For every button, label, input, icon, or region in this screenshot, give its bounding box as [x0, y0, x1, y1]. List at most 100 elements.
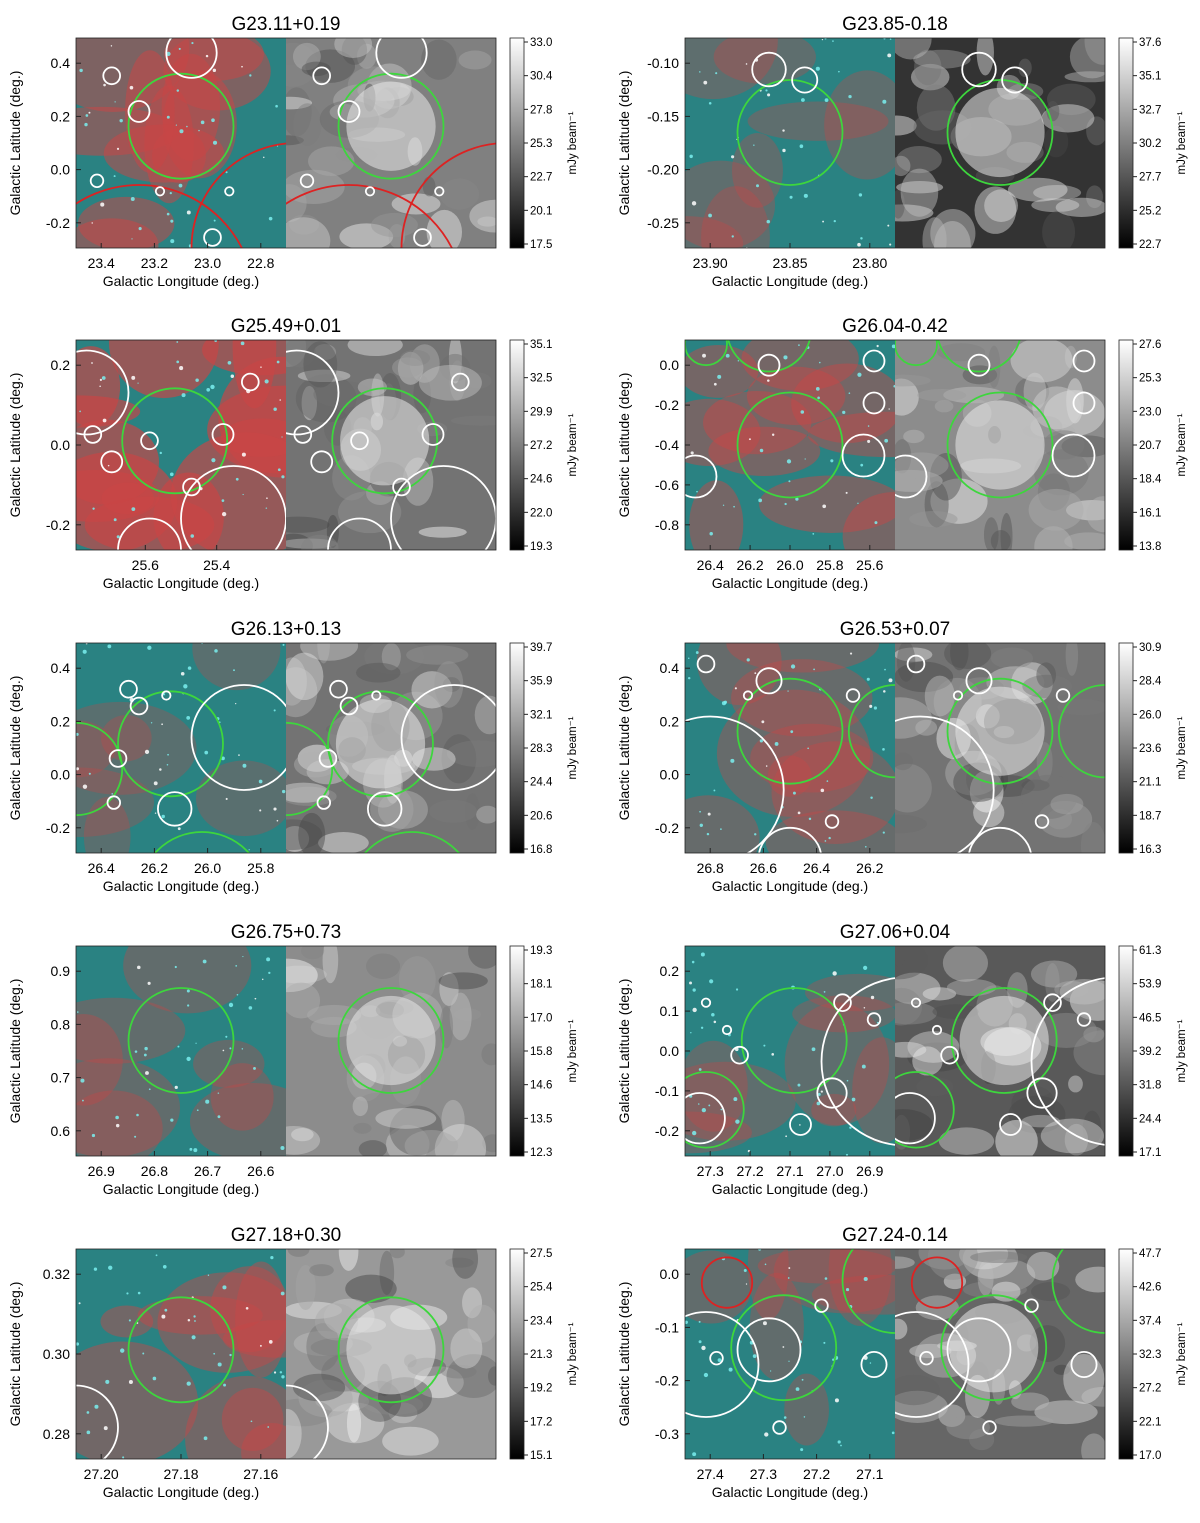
x-tick-label: 26.6 [750, 860, 777, 876]
candidate-circle [895, 340, 938, 367]
x-axis-label: Galactic Longitude (deg.) [712, 1484, 868, 1500]
candidate-circle [937, 340, 1021, 373]
y-tick-label: -0.2 [655, 397, 679, 413]
colorbar-tick-label: 21.1 [1139, 777, 1161, 789]
colorbar-tick-label: 29.9 [530, 406, 552, 418]
candidate-circle [1051, 1249, 1105, 1334]
colorbar-tick-label: 22.1 [1139, 1416, 1161, 1428]
colorbar [1118, 1248, 1134, 1460]
hii-region-circle [224, 186, 235, 197]
candidate-circle [736, 677, 844, 785]
radio-image [286, 340, 496, 550]
panel-title: G23.11+0.19 [232, 14, 341, 35]
candidate-circle [121, 387, 229, 495]
hii-region-circle [318, 749, 338, 768]
y-axis-label: Galactic Latitude (deg.) [7, 676, 23, 821]
y-tick-label: 0.2 [660, 963, 680, 979]
rgb-image [76, 946, 286, 1156]
y-axis-label: Galactic Latitude (deg.) [616, 373, 632, 518]
y-tick-label: 0.4 [660, 660, 680, 676]
colorbar-tick-label: 30.4 [530, 71, 553, 83]
y-tick-label: -0.3 [655, 1426, 679, 1442]
y-tick-label: 0.9 [51, 963, 71, 979]
x-tick-label: 27.18 [163, 1466, 198, 1482]
hii-region-circle [211, 423, 235, 446]
x-tick-label: 26.9 [88, 1163, 115, 1179]
hii-region-circle [1055, 688, 1071, 703]
hii-region-circle [286, 1384, 329, 1459]
y-tick-label: 0.0 [660, 1043, 680, 1059]
hii-region-circle [117, 517, 182, 550]
colorbar-tick-label: 22.0 [530, 507, 552, 519]
hii-region-circle [736, 1317, 802, 1383]
candidate-circle [337, 72, 445, 180]
hii-region-circle [696, 654, 716, 674]
rgb-image [76, 38, 286, 248]
colorbar-tick-label: 27.2 [1139, 1383, 1161, 1395]
y-tick-label: 0.2 [51, 108, 71, 124]
x-tick-label: 23.4 [88, 255, 115, 271]
hii-region-circle [1030, 977, 1105, 1146]
colorbar [1118, 945, 1134, 1157]
hii-region-circle [1026, 1077, 1058, 1109]
y-tick-label: 0.4 [51, 55, 71, 71]
hii-region-circle [89, 173, 105, 189]
hii-region-circle [789, 1113, 812, 1136]
hii-region-circle [350, 431, 369, 451]
colorbar-tick-label: 17.1 [1139, 1147, 1161, 1159]
y-tick-label: 0.7 [51, 1070, 71, 1086]
y-tick-label: -0.1 [655, 1083, 679, 1099]
colorbar-tick-label: 42.6 [1139, 1282, 1161, 1294]
colorbar-tick-label: 25.2 [1139, 205, 1161, 217]
colorbar-tick-label: 19.3 [530, 945, 552, 957]
x-tick-label: 26.2 [141, 860, 168, 876]
panel-title: G25.49+0.01 [231, 316, 341, 337]
colorbar-tick-label: 21.3 [530, 1349, 552, 1361]
candidate-circle [946, 391, 1054, 499]
colorbar-tick-label: 19.3 [530, 541, 552, 553]
panel-title: G27.06+0.04 [840, 922, 951, 943]
colorbar [509, 37, 525, 249]
panel-title: G26.75+0.73 [231, 922, 341, 943]
hii-region-circle [910, 997, 922, 1008]
colorbar-tick-label: 27.6 [1139, 339, 1161, 351]
panel-title: G26.13+0.13 [231, 619, 341, 640]
colorbar [509, 642, 525, 854]
colorbar-tick-label: 30.2 [1139, 138, 1161, 150]
colorbar-tick-label: 35.9 [530, 676, 552, 688]
colorbar-tick-label: 27.2 [530, 440, 552, 452]
x-tick-label: 26.4 [803, 860, 830, 876]
hii-region-circle [450, 372, 470, 392]
colorbar-tick-label: 32.1 [530, 709, 552, 721]
hii-region-circle [1001, 66, 1029, 94]
hii-region-circle [931, 1024, 943, 1036]
hii-region-circle [413, 228, 432, 247]
colorbar-unit: mJy beam⁻¹ [567, 111, 579, 174]
hii-region-circle [1072, 349, 1096, 373]
x-tick-label: 27.3 [697, 1163, 724, 1179]
candidate-circle [286, 721, 334, 817]
colorbar-tick-label: 27.5 [530, 1248, 552, 1260]
x-tick-label: 23.0 [194, 255, 221, 271]
candidate-circle [946, 79, 1054, 186]
y-tick-label: 0.4 [51, 660, 71, 676]
x-tick-label: 23.2 [141, 255, 168, 271]
hii-region-circle [968, 826, 1032, 853]
x-tick-label: 27.16 [243, 1466, 278, 1482]
y-tick-label: 0.0 [51, 437, 71, 453]
hii-region-circle [940, 1045, 959, 1065]
y-tick-label: 0.2 [51, 713, 71, 729]
snr-circle [286, 184, 453, 248]
y-axis-label: Galactic Latitude (deg.) [616, 71, 632, 216]
x-axis-label: Galactic Longitude (deg.) [103, 1181, 259, 1197]
colorbar-unit: mJy beam⁻¹ [567, 1322, 579, 1385]
rgb-image [685, 946, 895, 1156]
panel: G25.49+0.01 0.2 0.0 -0.2 25.6 25.4 Galactic La… [7, 316, 579, 591]
x-tick-label: 26.9 [856, 1163, 883, 1179]
x-tick-label: 23.85 [772, 255, 807, 271]
y-axis-label: Galactic Latitude (deg.) [616, 1282, 632, 1427]
colorbar-tick-label: 47.7 [1139, 1248, 1161, 1260]
y-axis-label: Galactic Latitude (deg.) [616, 676, 632, 821]
hii-region-circle [203, 228, 222, 247]
